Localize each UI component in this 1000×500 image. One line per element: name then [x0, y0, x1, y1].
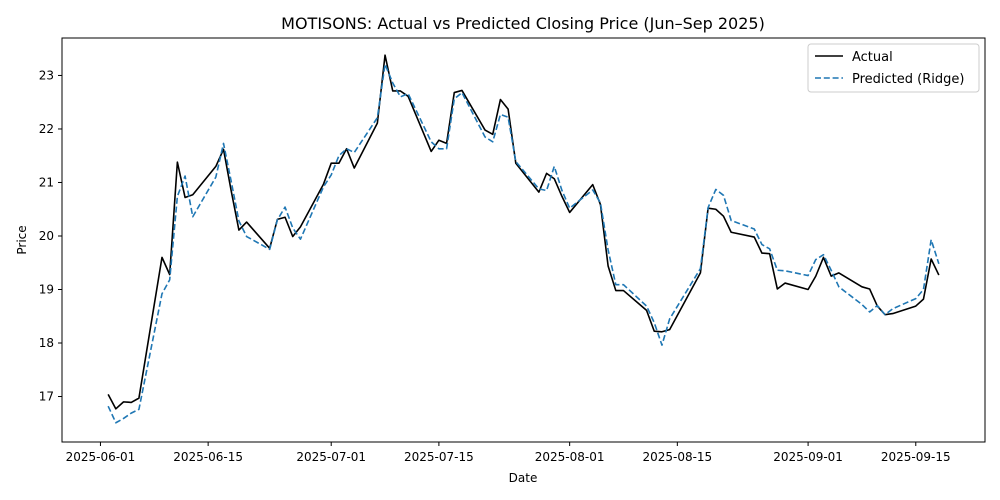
plot-area: [61, 37, 986, 443]
series-layer: [107, 54, 940, 424]
y-axis: 17 18 19 20 21 22 23: [39, 68, 62, 404]
y-tick-label: 23: [39, 68, 54, 82]
y-tick-label: 20: [39, 229, 54, 243]
y-axis-label: Price: [15, 225, 29, 254]
series-line-predicted: [107, 63, 940, 424]
x-tick-label: 2025-07-15: [404, 450, 474, 464]
series-line-actual: [107, 54, 940, 410]
y-tick-label: 18: [39, 336, 54, 350]
x-tick-label: 2025-06-01: [66, 450, 136, 464]
x-tick-label: 2025-07-01: [296, 450, 366, 464]
x-axis-label: Date: [509, 471, 538, 485]
x-tick-label: 2025-06-15: [173, 450, 243, 464]
x-tick-label: 2025-08-15: [642, 450, 712, 464]
legend-label: Predicted (Ridge): [852, 72, 964, 87]
y-tick-label: 17: [39, 390, 54, 404]
plot-frame: [61, 37, 986, 443]
legend: Actual Predicted (Ridge): [807, 43, 980, 93]
legend-box: [807, 43, 980, 93]
x-axis: 2025-06-01 2025-06-15 2025-07-01 2025-07-15…: [66, 442, 951, 464]
y-tick-label: 22: [39, 122, 54, 136]
x-tick-label: 2025-08-01: [535, 450, 605, 464]
y-tick-label: 19: [39, 282, 54, 296]
legend-label: Actual: [852, 50, 893, 65]
y-tick-label: 21: [39, 175, 54, 189]
x-tick-label: 2025-09-01: [773, 450, 843, 464]
x-tick-label: 2025-09-15: [881, 450, 951, 464]
chart-title: MOTISONS: Actual vs Predicted Closing Pr…: [281, 14, 765, 33]
